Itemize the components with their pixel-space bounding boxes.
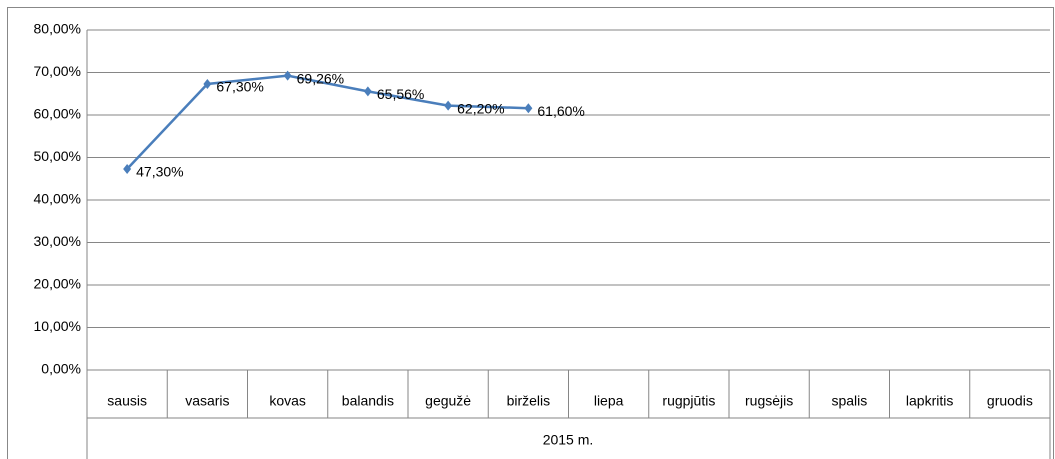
data-label: 69,26% bbox=[297, 70, 344, 86]
data-label: 61,60% bbox=[537, 103, 584, 119]
data-label: 65,56% bbox=[377, 86, 424, 102]
x-group-label: 2015 m. bbox=[543, 432, 594, 448]
y-tick-label: 50,00% bbox=[34, 148, 81, 164]
marker bbox=[444, 100, 453, 111]
y-tick-label: 80,00% bbox=[34, 21, 81, 37]
x-tick-label: rugsėjis bbox=[745, 393, 793, 409]
marker bbox=[123, 163, 132, 174]
x-tick-label: gruodis bbox=[987, 393, 1033, 409]
y-tick-label: 10,00% bbox=[34, 318, 81, 334]
x-tick-label: vasaris bbox=[185, 393, 229, 409]
series-line bbox=[126, 74, 529, 170]
x-tick-label: kovas bbox=[269, 393, 306, 409]
y-tick-label: 30,00% bbox=[34, 233, 81, 249]
data-label: 62,20% bbox=[457, 100, 504, 116]
y-tick-label: 0,00% bbox=[41, 361, 81, 377]
y-tick-label: 70,00% bbox=[34, 63, 81, 79]
marker bbox=[363, 86, 372, 97]
y-tick-label: 20,00% bbox=[34, 276, 81, 292]
marker bbox=[283, 70, 292, 81]
data-label: 67,30% bbox=[216, 79, 263, 95]
x-tick-label: rugpjūtis bbox=[662, 393, 715, 409]
y-tick-label: 60,00% bbox=[34, 106, 81, 122]
x-tick-label: lapkritis bbox=[906, 393, 953, 409]
x-tick-label: balandis bbox=[342, 393, 394, 409]
x-tick-label: gegužė bbox=[425, 393, 471, 409]
marker bbox=[524, 103, 533, 114]
x-tick-label: sausis bbox=[107, 393, 147, 409]
data-label: 47,30% bbox=[136, 164, 183, 180]
x-tick-label: birželis bbox=[507, 393, 551, 409]
x-tick-label: liepa bbox=[594, 393, 624, 409]
chart-border bbox=[7, 7, 1054, 459]
y-tick-label: 40,00% bbox=[34, 191, 81, 207]
x-tick-label: spalis bbox=[831, 393, 867, 409]
marker bbox=[203, 78, 212, 89]
